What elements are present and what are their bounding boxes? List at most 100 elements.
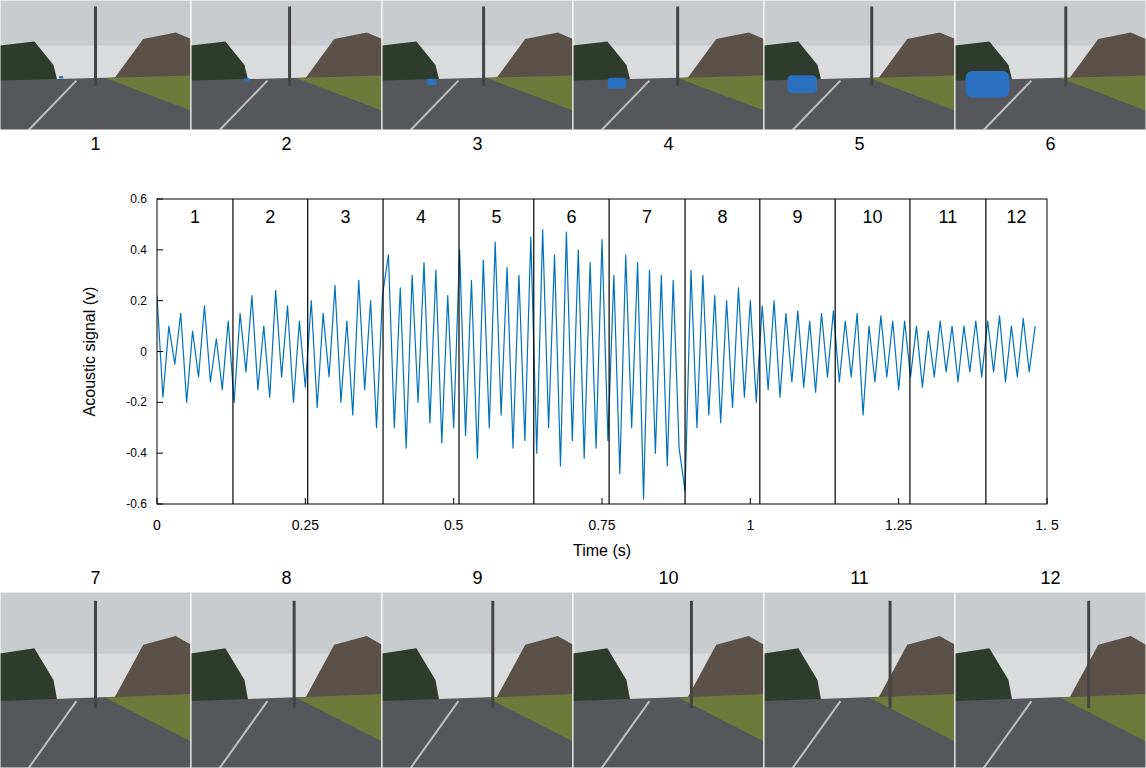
segment-label: 4 [416,207,426,227]
x-tick [750,498,751,504]
segment-label: 9 [792,207,802,227]
trees [382,648,439,706]
sky [764,592,955,768]
frame-border [0,0,191,130]
data-group [157,230,1035,499]
y-tick-label: 0.6 [130,192,147,206]
frame-label: 4 [663,134,673,154]
sky [573,592,764,768]
verge [869,694,955,742]
frame-border [573,592,764,768]
car [426,79,436,85]
houses [115,636,191,701]
x-tick-label: 0.75 [588,517,615,533]
car [965,71,1009,97]
frame-border [955,0,1146,130]
sky [955,592,1146,768]
photo-frame [0,592,191,768]
verge [487,694,573,742]
houses [879,33,955,81]
houses [497,33,573,81]
road [382,694,573,768]
frame-border [0,592,191,768]
trees [191,648,248,706]
x-tick [157,498,158,504]
frame-border [382,0,573,130]
frame-label: 10 [658,568,678,588]
x-tick-label: 1. 5 [1035,517,1059,533]
segment-label: 3 [340,207,350,227]
houses [306,33,382,81]
x-tick [898,498,899,504]
pole [482,7,485,86]
verge [1060,75,1146,110]
pole [293,601,296,708]
photo-frame [573,0,764,130]
photo-frame [955,592,1146,768]
houses [1070,636,1146,701]
verge [105,75,191,110]
pole [676,7,679,86]
road-marking [29,701,77,768]
segment-label: 12 [1006,207,1026,227]
road [191,694,382,768]
frame-border [382,592,573,768]
figure: 123456789101112123456789101112-0.6-0.4-0… [0,0,1146,768]
car [787,75,817,93]
houses [497,636,573,701]
y-tick-label: 0 [140,345,147,359]
x-tick [453,498,454,504]
segment-divider [684,199,685,504]
sky [0,592,191,768]
y-tick-label: -0.4 [126,446,147,460]
x-tick-label: 0.5 [444,517,464,533]
frame-label: 1 [90,134,100,154]
segment-divider [759,199,760,504]
pole [94,7,97,86]
road [955,694,1146,768]
y-axis-title: Acoustic signal (v) [81,287,98,417]
pole [690,601,693,708]
plot-frame [157,199,1047,504]
sky [573,0,764,130]
frame-label: 2 [281,134,291,154]
frame-label: 3 [472,134,482,154]
segment-label: 7 [642,207,652,227]
pole [288,7,291,86]
sky [382,592,573,768]
sky [955,0,1146,130]
y-tick-label: 0.4 [130,243,147,257]
trees [382,42,439,85]
trees [191,42,248,85]
x-tick [1047,498,1048,504]
verge [869,75,955,110]
segment-divider [307,199,308,504]
photo-frame [764,592,955,768]
segment-label: 10 [863,207,883,227]
signal-line [157,230,1035,499]
photo-frame [764,0,955,130]
trees [764,648,821,706]
y-tick-label: -0.6 [126,497,147,511]
y-tick-label: 0.2 [130,294,147,308]
y-tick [157,199,163,200]
sky [382,0,573,130]
photo-frame [191,592,382,768]
trees [0,42,57,85]
y-tick [157,351,163,352]
y-tick [157,504,163,505]
pole [491,601,494,708]
x-tick-label: 1 [746,517,754,533]
segment-label: 11 [939,207,958,227]
road-marking [220,701,268,768]
verge [105,694,191,742]
verge [678,75,764,110]
segment-divider [985,199,986,504]
x-tick [602,498,603,504]
frame-border [573,0,764,130]
houses [115,33,191,81]
trees [955,648,1012,706]
segment-divider [609,199,610,504]
frame-label: 11 [850,568,869,588]
road [764,694,955,768]
